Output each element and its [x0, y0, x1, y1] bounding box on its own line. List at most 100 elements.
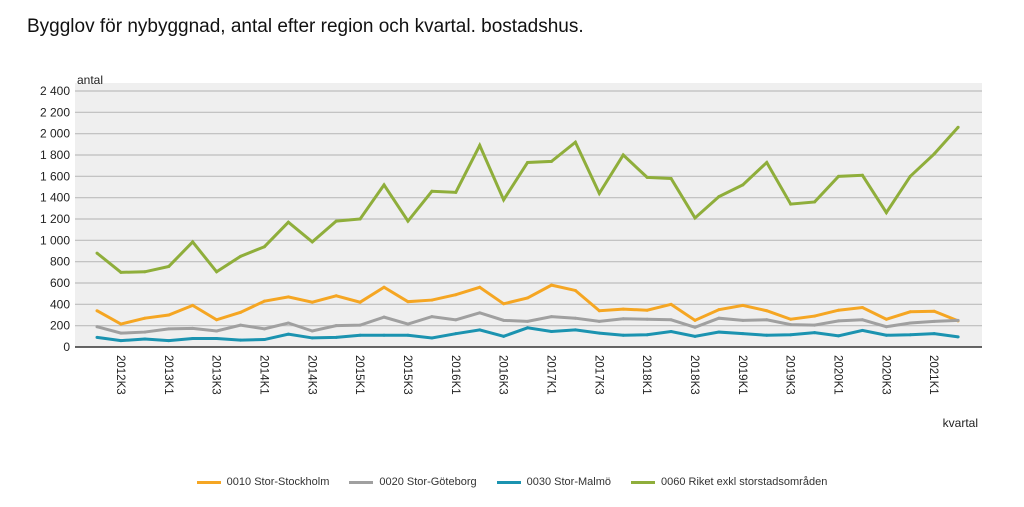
data-point — [310, 300, 314, 304]
data-point — [741, 183, 745, 187]
data-point — [813, 200, 817, 204]
data-point — [789, 317, 793, 321]
y-tick-label: 1 400 — [40, 191, 70, 205]
data-point — [119, 270, 123, 274]
data-point — [789, 202, 793, 206]
data-point — [262, 338, 266, 342]
data-point — [526, 319, 530, 323]
data-point — [693, 334, 697, 338]
data-point — [908, 333, 912, 337]
legend-swatch — [496, 480, 521, 484]
data-point — [262, 299, 266, 303]
data-point — [908, 174, 912, 178]
data-point — [382, 183, 386, 187]
data-point — [406, 300, 410, 304]
y-tick-label: 2 000 — [40, 127, 70, 141]
data-point — [884, 333, 888, 337]
data-point — [932, 152, 936, 156]
data-point — [693, 325, 697, 329]
data-point — [143, 316, 147, 320]
y-axis-label: antal — [77, 73, 103, 87]
data-point — [143, 330, 147, 334]
data-point — [789, 323, 793, 327]
data-point — [358, 300, 362, 304]
data-point — [286, 332, 290, 336]
data-point — [358, 323, 362, 327]
data-point — [191, 326, 195, 330]
data-point — [502, 198, 506, 202]
data-point — [95, 309, 99, 313]
data-point — [286, 295, 290, 299]
data-point — [837, 319, 841, 323]
data-point — [860, 306, 864, 310]
chart-title: Bygglov för nybyggnad, antal efter regio… — [27, 16, 584, 37]
data-point — [382, 285, 386, 289]
data-point — [502, 318, 506, 322]
x-tick-label: 2015K3 — [401, 355, 413, 395]
y-tick-label: 2 400 — [40, 84, 70, 98]
data-point — [956, 318, 960, 322]
data-point — [239, 254, 243, 258]
data-point — [382, 315, 386, 319]
y-tick-label: 1 200 — [40, 212, 70, 226]
data-point — [837, 308, 841, 312]
data-point — [119, 322, 123, 326]
data-point — [286, 321, 290, 325]
x-tick-label: 2015K1 — [353, 355, 365, 395]
legend-label: 0010 Stor-Stockholm — [226, 476, 330, 488]
data-point — [932, 332, 936, 336]
data-point — [765, 333, 769, 337]
data-point — [597, 331, 601, 335]
x-tick-label: 2013K1 — [162, 355, 174, 395]
y-tick-label: 1 800 — [40, 148, 70, 162]
data-point — [645, 317, 649, 321]
data-point — [215, 336, 219, 340]
data-point — [884, 317, 888, 321]
data-point — [478, 285, 482, 289]
data-point — [526, 326, 530, 330]
data-point — [645, 175, 649, 179]
data-point — [621, 333, 625, 337]
data-point — [621, 317, 625, 321]
legend-item: 0030 Stor-Malmö — [496, 476, 611, 488]
data-point — [669, 176, 673, 180]
data-point — [358, 217, 362, 221]
x-tick-label: 2018K1 — [640, 355, 652, 395]
data-point — [717, 195, 721, 199]
data-point — [502, 334, 506, 338]
data-point — [430, 315, 434, 319]
x-axis-label: kvartal — [943, 416, 978, 430]
data-point — [669, 318, 673, 322]
legend-label: 0020 Stor-Göteborg — [379, 476, 477, 488]
data-point — [573, 316, 577, 320]
data-point — [884, 325, 888, 329]
legend-swatch — [196, 480, 221, 484]
data-point — [310, 329, 314, 333]
data-point — [119, 331, 123, 335]
data-point — [669, 330, 673, 334]
data-point — [717, 330, 721, 334]
data-point — [478, 328, 482, 332]
x-tick-label: 2018K3 — [688, 355, 700, 395]
data-point — [573, 288, 577, 292]
data-point — [430, 298, 434, 302]
data-point — [310, 240, 314, 244]
x-tick-label: 2021K1 — [927, 355, 939, 395]
data-point — [908, 310, 912, 314]
data-point — [191, 336, 195, 340]
legend-item: 0020 Stor-Göteborg — [349, 476, 477, 488]
data-point — [167, 339, 171, 343]
data-point — [239, 323, 243, 327]
data-point — [765, 160, 769, 164]
legend-label: 0060 Riket exkl storstadsområden — [661, 476, 828, 488]
y-tick-label: 1 600 — [40, 169, 70, 183]
y-tick-label: 2 200 — [40, 105, 70, 119]
legend-label: 0030 Stor-Malmö — [526, 476, 611, 488]
data-point — [765, 318, 769, 322]
data-point — [549, 283, 553, 287]
data-point — [621, 153, 625, 157]
data-point — [621, 307, 625, 311]
data-point — [143, 270, 147, 274]
data-point — [741, 332, 745, 336]
data-point — [813, 314, 817, 318]
